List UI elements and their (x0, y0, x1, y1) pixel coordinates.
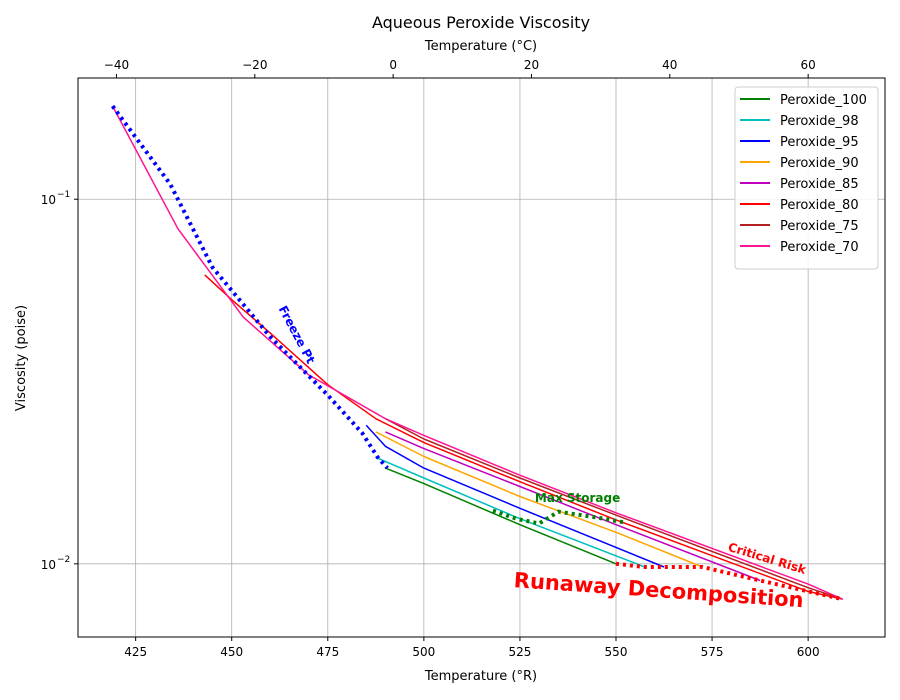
series-line-peroxide-90 (375, 431, 703, 568)
legend: Peroxide_100 Peroxide_98 Peroxide_95 Peroxi… (734, 86, 879, 270)
series-line-peroxide-75 (385, 418, 843, 600)
x-tick-label: 500 (412, 645, 435, 659)
legend-label: Peroxide_70 (780, 240, 859, 255)
x-tick-label: 425 (124, 645, 147, 659)
x-tick-label: 525 (508, 645, 531, 659)
x-top-tick-label: −40 (104, 58, 129, 72)
y-tick-label: 10 (41, 558, 56, 572)
y-tick-exponent: −2 (57, 555, 70, 565)
series-line-peroxide-85 (385, 431, 761, 582)
boundary-freeze-pt (110, 104, 389, 470)
x-top-tick-label: 60 (801, 58, 816, 72)
chart-title: Aqueous Peroxide Viscosity (372, 13, 590, 32)
x-tick-label: 475 (316, 645, 339, 659)
x-top-axis-label: Temperature (°C) (424, 39, 537, 54)
legend-label: Peroxide_90 (780, 156, 859, 171)
x-top-tick-label: 20 (524, 58, 539, 72)
x-top-tick-label: 0 (389, 58, 397, 72)
annotation-label: Max Storage (535, 491, 620, 505)
legend-label: Peroxide_95 (780, 135, 859, 150)
y-axis-label: Viscosity (poise) (14, 305, 29, 411)
y-tick-base: 10 (41, 558, 56, 572)
x-tick-label: 450 (220, 645, 243, 659)
x-tick-label: 600 (797, 645, 820, 659)
legend-label: Peroxide_98 (780, 114, 859, 129)
series-line-peroxide-98 (375, 456, 646, 568)
annotation-label: Runaway Decomposition (513, 568, 804, 612)
legend-label: Peroxide_75 (780, 219, 859, 234)
series-line-peroxide-100 (385, 467, 617, 565)
data-layer (110, 104, 844, 602)
y-tick-label: 10 (41, 193, 56, 207)
series-line-peroxide-95 (365, 424, 665, 568)
y-tick-base: 10 (41, 193, 56, 207)
series-line-peroxide-70 (111, 105, 844, 600)
x-tick-label: 575 (701, 645, 724, 659)
x-top-tick-label: −20 (242, 58, 267, 72)
boundary-max-storage (492, 508, 625, 526)
legend-box (734, 86, 879, 270)
y-tick-exponent: −1 (57, 190, 70, 200)
legend-label: Peroxide_100 (780, 93, 867, 108)
legend-label: Peroxide_80 (780, 198, 859, 213)
axes-layer: 425 450 475 500 525 550 575 600−40 −20 0 20 40 6010−… (14, 39, 886, 684)
legend-label: Peroxide_85 (780, 177, 859, 192)
plot-frame (77, 77, 886, 638)
x-top-tick-label: 40 (662, 58, 677, 72)
x-tick-label: 550 (605, 645, 628, 659)
x-axis-label: Temperature (°R) (424, 669, 537, 684)
